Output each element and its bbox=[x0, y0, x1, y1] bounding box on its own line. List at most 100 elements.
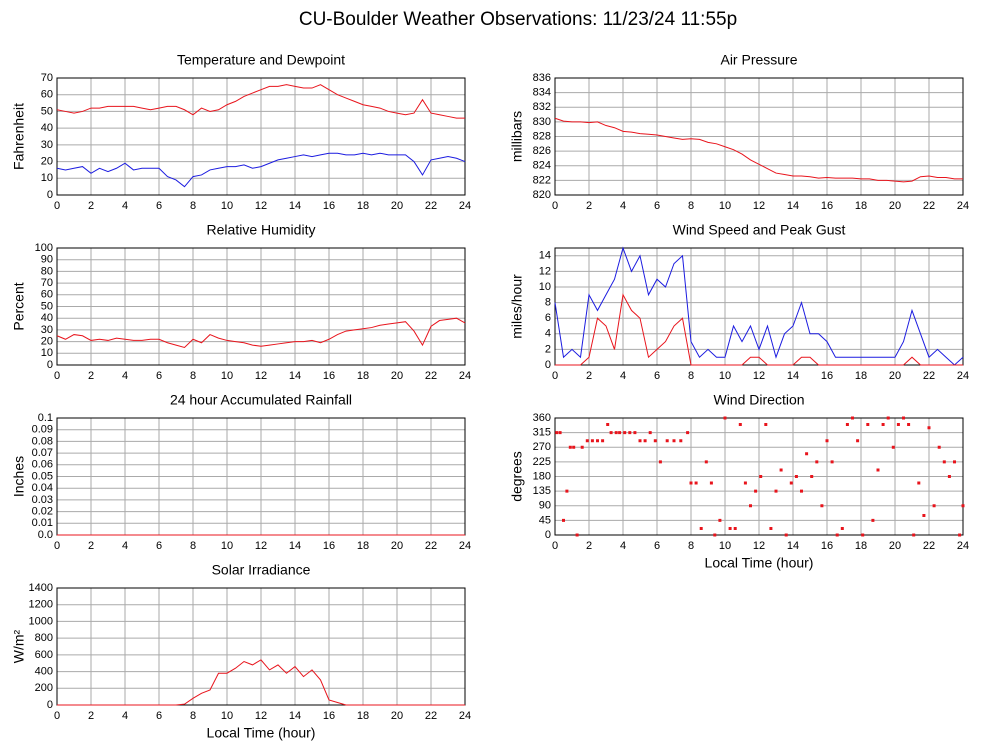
x-tick-label: 20 bbox=[889, 540, 901, 552]
x-tick-label: 16 bbox=[323, 200, 335, 212]
x-tick-label: 18 bbox=[357, 540, 369, 552]
x-tick-label: 22 bbox=[425, 710, 437, 722]
x-tick-label: 6 bbox=[156, 200, 162, 212]
y-tick-label: 30 bbox=[41, 324, 53, 336]
x-tick-label: 22 bbox=[923, 370, 935, 382]
y-tick-label: 70 bbox=[41, 277, 53, 289]
point bbox=[618, 431, 622, 435]
point bbox=[759, 475, 763, 478]
point bbox=[614, 431, 618, 435]
y-tick-label: 0.09 bbox=[32, 424, 53, 436]
point bbox=[699, 527, 703, 530]
point bbox=[718, 518, 722, 522]
x-tick-label: 18 bbox=[855, 200, 867, 212]
y-tick-label: 600 bbox=[35, 649, 53, 661]
y-tick-label: 50 bbox=[41, 300, 53, 312]
point bbox=[845, 423, 849, 426]
point bbox=[907, 423, 911, 426]
x-tick-label: 16 bbox=[323, 370, 335, 382]
x-tick-label: 0 bbox=[54, 540, 60, 552]
point bbox=[784, 533, 788, 537]
x-tick-label: 0 bbox=[552, 200, 558, 212]
x-tick-label: 2 bbox=[586, 540, 592, 552]
point bbox=[769, 527, 773, 530]
x-tick-label: 24 bbox=[957, 200, 969, 212]
point bbox=[679, 439, 683, 443]
y-tick-label: 836 bbox=[533, 72, 551, 84]
x-tick-label: 0 bbox=[54, 200, 60, 212]
point bbox=[825, 439, 829, 443]
x-tick-label: 4 bbox=[620, 370, 626, 382]
plot-border bbox=[56, 247, 466, 366]
point bbox=[953, 460, 956, 464]
point bbox=[881, 423, 885, 426]
chart-title: Relative Humidity bbox=[207, 222, 316, 238]
x-tick-label: 12 bbox=[255, 540, 267, 552]
point bbox=[871, 518, 875, 522]
x-tick-label: 16 bbox=[821, 540, 833, 552]
page-title: CU-Boulder Weather Observations: 11/23/2… bbox=[299, 9, 737, 30]
x-tick-label: 6 bbox=[654, 200, 660, 212]
x-tick-label: 22 bbox=[923, 540, 935, 552]
y-tick-label: 0.07 bbox=[32, 447, 53, 459]
point bbox=[779, 468, 783, 472]
x-axis-label: Local Time (hour) bbox=[705, 555, 814, 571]
x-tick-label: 22 bbox=[425, 200, 437, 212]
point bbox=[580, 445, 584, 449]
y-tick-label: 10 bbox=[539, 281, 551, 293]
x-tick-label: 8 bbox=[190, 370, 196, 382]
y-tick-label: 45 bbox=[539, 514, 551, 526]
chart-title: Temperature and Dewpoint bbox=[177, 52, 345, 68]
x-tick-label: 12 bbox=[753, 200, 765, 212]
x-tick-label: 24 bbox=[957, 540, 969, 552]
point bbox=[789, 481, 793, 485]
y-tick-label: 10 bbox=[41, 172, 53, 184]
point bbox=[917, 481, 921, 485]
x-tick-label: 6 bbox=[156, 710, 162, 722]
point bbox=[555, 431, 559, 435]
point bbox=[896, 423, 900, 426]
x-tick-label: 2 bbox=[586, 370, 592, 382]
y-tick-label: 0.1 bbox=[38, 412, 53, 424]
chart-title: Wind Speed and Peak Gust bbox=[673, 222, 846, 238]
point bbox=[856, 439, 860, 443]
x-tick-label: 0 bbox=[54, 710, 60, 722]
point bbox=[932, 504, 936, 508]
x-tick-label: 12 bbox=[255, 370, 267, 382]
chart-title: Wind Direction bbox=[713, 392, 804, 408]
y-tick-label: 180 bbox=[533, 470, 551, 482]
y-tick-label: 828 bbox=[533, 130, 551, 142]
point bbox=[886, 416, 890, 420]
x-axis-label: Local Time (hour) bbox=[207, 725, 316, 741]
y-tick-label: 820 bbox=[533, 189, 551, 201]
x-tick-label: 14 bbox=[289, 710, 301, 722]
y-tick-label: 315 bbox=[533, 427, 551, 439]
x-tick-label: 4 bbox=[122, 370, 128, 382]
chart-title: Air Pressure bbox=[720, 52, 797, 68]
plot-border bbox=[554, 77, 964, 196]
x-tick-label: 16 bbox=[821, 370, 833, 382]
point bbox=[835, 533, 839, 537]
point bbox=[958, 533, 962, 537]
y-tick-label: 800 bbox=[35, 632, 53, 644]
y-axis-label: Percent bbox=[11, 282, 27, 330]
y-tick-label: 12 bbox=[539, 265, 551, 277]
point bbox=[643, 439, 647, 443]
point bbox=[653, 439, 657, 443]
x-tick-label: 6 bbox=[156, 370, 162, 382]
x-tick-label: 12 bbox=[753, 370, 765, 382]
x-tick-label: 6 bbox=[654, 540, 660, 552]
point bbox=[754, 489, 758, 493]
x-tick-label: 2 bbox=[88, 540, 94, 552]
x-tick-label: 22 bbox=[425, 370, 437, 382]
chart: 0.00.010.020.030.040.050.060.070.080.090… bbox=[11, 392, 471, 552]
x-tick-label: 18 bbox=[357, 710, 369, 722]
plot-border bbox=[56, 587, 466, 706]
point bbox=[749, 504, 752, 508]
y-tick-label: 100 bbox=[35, 242, 53, 254]
x-tick-label: 14 bbox=[787, 200, 799, 212]
x-tick-label: 12 bbox=[255, 710, 267, 722]
y-tick-label: 70 bbox=[41, 72, 53, 84]
